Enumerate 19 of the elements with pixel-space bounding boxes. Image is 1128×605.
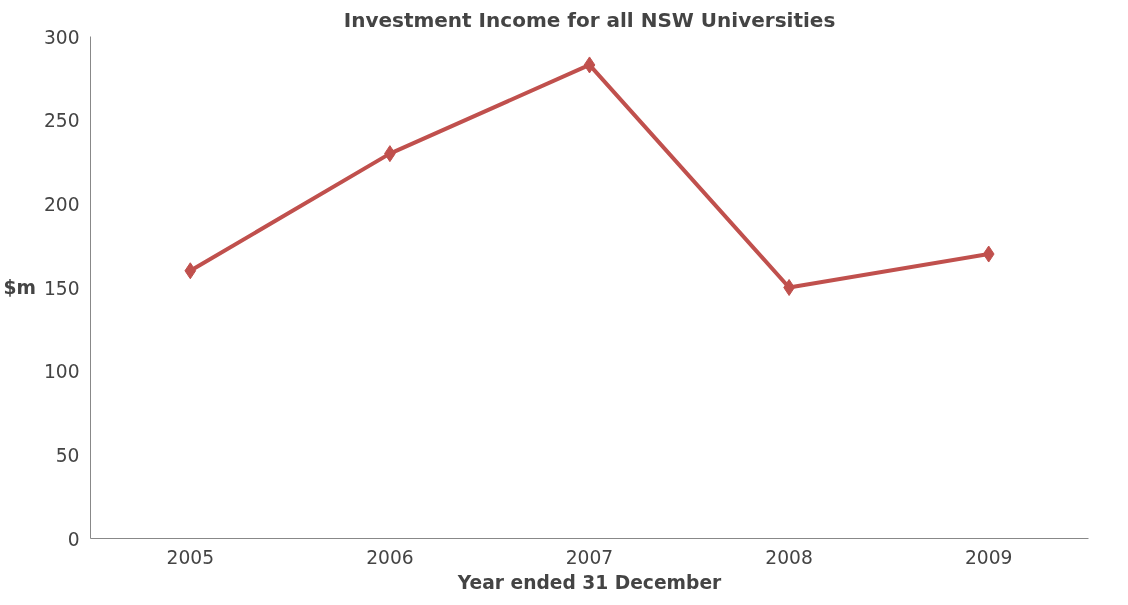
x-tick-label: 2008 (765, 546, 813, 568)
y-tick-label: 50 (55, 444, 80, 466)
point (583, 56, 596, 74)
x-tick-label: 2007 (565, 546, 614, 568)
chart-title: Investment Income for all NSW Universities (343, 7, 836, 32)
y-tick-label: 0 (67, 528, 80, 550)
y-tick-label: 250 (43, 110, 80, 132)
y-tick-label: 150 (43, 277, 80, 299)
x-tick-label: 2006 (366, 546, 414, 568)
y-axis-title: $m (3, 277, 36, 298)
y-tick-label: 300 (43, 26, 80, 48)
x-tick-label: 2005 (166, 546, 215, 568)
point (783, 279, 795, 296)
y-tick-label: 200 (43, 193, 80, 215)
point (982, 245, 995, 263)
y-tick-label: 100 (43, 361, 80, 383)
point (184, 262, 197, 280)
x-tick-label: 2009 (964, 546, 1013, 568)
x-axis-title: Year ended 31 December (456, 571, 723, 593)
